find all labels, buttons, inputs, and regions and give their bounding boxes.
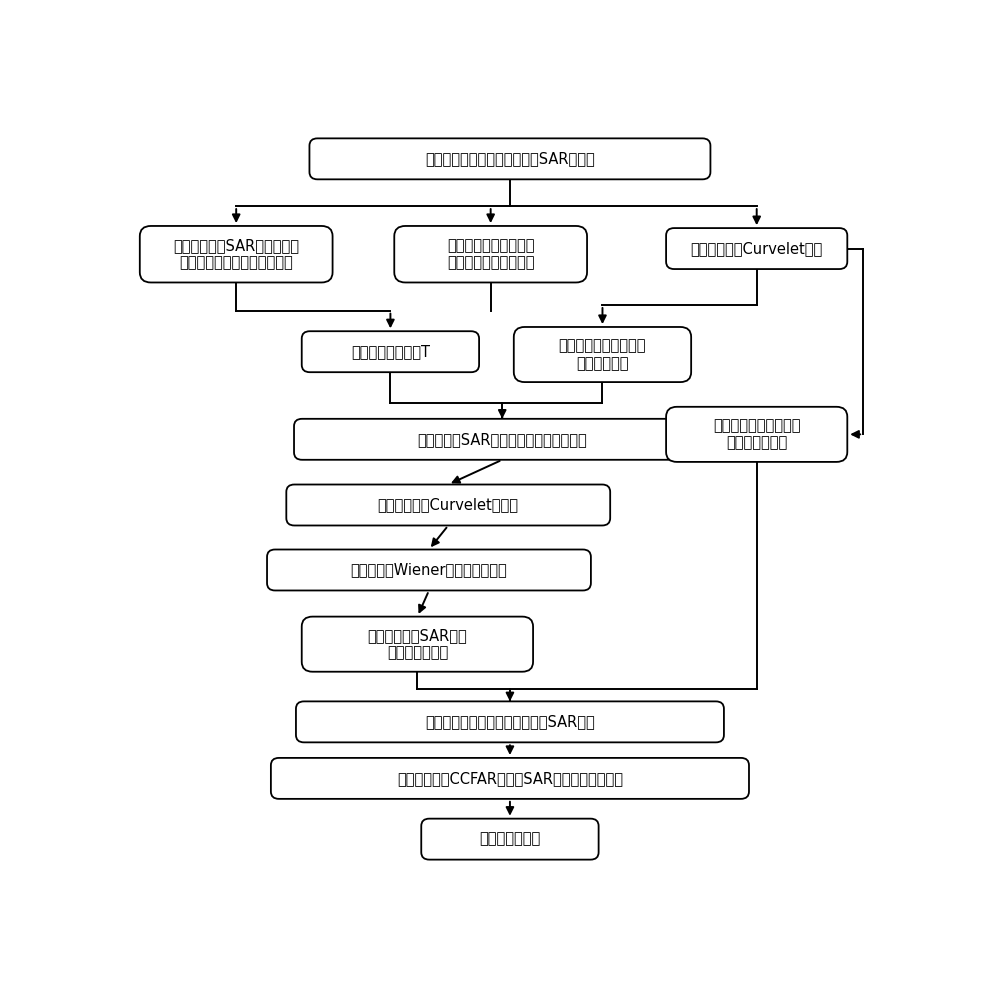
Text: 步骤五：确定阈值T: 步骤五：确定阈值T <box>351 344 429 359</box>
FancyBboxPatch shape <box>266 550 590 590</box>
FancyBboxPatch shape <box>301 617 533 672</box>
Text: 步骤四：进行Curvelet变换: 步骤四：进行Curvelet变换 <box>690 241 822 256</box>
Text: 获得滤波后的SAR图像
（低频特征图）: 获得滤波后的SAR图像 （低频特征图） <box>367 628 467 660</box>
FancyBboxPatch shape <box>301 331 479 372</box>
Text: 获得各分解尺度系数上
各方向子图像: 获得各分解尺度系数上 各方向子图像 <box>559 338 645 371</box>
FancyBboxPatch shape <box>286 485 609 525</box>
FancyBboxPatch shape <box>295 701 724 742</box>
FancyBboxPatch shape <box>513 327 691 382</box>
FancyBboxPatch shape <box>293 419 710 460</box>
Text: 步骤十一：用CCFAR算法对SAR图像目标进行检测: 步骤十一：用CCFAR算法对SAR图像目标进行检测 <box>397 771 622 786</box>
FancyBboxPatch shape <box>309 138 710 179</box>
FancyBboxPatch shape <box>665 228 847 269</box>
Text: 步骤九：获得特征图像
（高频特征图）: 步骤九：获得特征图像 （高频特征图） <box>713 418 799 451</box>
Text: 步骤十：获得目标特征增强后的SAR图像: 步骤十：获得目标特征增强后的SAR图像 <box>424 714 594 729</box>
Text: 步骤三：确定目标区域
与背景区域的灰度关系: 步骤三：确定目标区域 与背景区域的灰度关系 <box>446 238 534 270</box>
Text: 步骤二：计算SAR图像的统计
特性（如均值、标准差、熵）: 步骤二：计算SAR图像的统计 特性（如均值、标准差、熵） <box>173 238 299 270</box>
Text: 步骤七：进行Curvelet反变换: 步骤七：进行Curvelet反变换 <box>378 497 518 512</box>
FancyBboxPatch shape <box>665 407 847 462</box>
FancyBboxPatch shape <box>394 226 586 282</box>
FancyBboxPatch shape <box>139 226 332 282</box>
Text: 步骤一：输入合成孔径雷达（SAR）图像: 步骤一：输入合成孔径雷达（SAR）图像 <box>424 151 594 166</box>
Text: 步骤八：用Wiener进行第二次滤波: 步骤八：用Wiener进行第二次滤波 <box>350 562 507 577</box>
FancyBboxPatch shape <box>270 758 748 799</box>
Text: 目标检测结果图: 目标检测结果图 <box>479 832 540 847</box>
Text: 步骤六：对SAR图像进行第一次滤波处理: 步骤六：对SAR图像进行第一次滤波处理 <box>416 432 586 447</box>
FancyBboxPatch shape <box>420 819 598 860</box>
